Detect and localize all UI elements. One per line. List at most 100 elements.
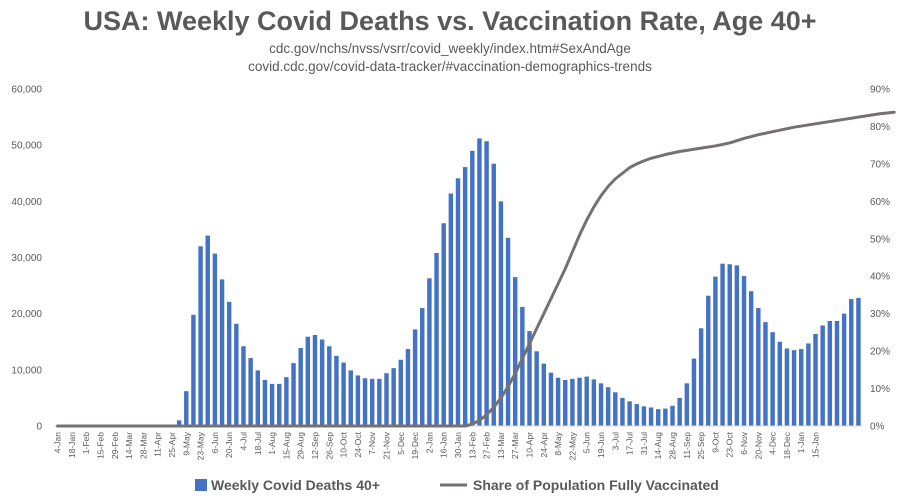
deaths-bar xyxy=(441,223,446,426)
deaths-bar xyxy=(555,377,561,426)
x-axis-tick-label: 10-Apr xyxy=(525,432,535,458)
legend-swatch-deaths xyxy=(195,479,207,491)
x-axis-tick-label: 4-Jan xyxy=(53,432,63,454)
deaths-bar xyxy=(362,378,368,426)
deaths-bar xyxy=(806,343,811,426)
deaths-bar xyxy=(756,308,761,426)
deaths-bar xyxy=(613,392,618,426)
x-axis-tick-label: 30-Jan xyxy=(453,432,463,458)
x-axis-tick-label: 11-Apr xyxy=(153,432,163,457)
x-axis-tick-label: 14-Mar xyxy=(124,432,134,459)
deaths-bar xyxy=(219,279,225,426)
x-axis-tick-label: 3-Jul xyxy=(610,432,620,451)
deaths-bar xyxy=(591,379,597,426)
x-axis-tick-label: 19-Jun xyxy=(596,432,606,458)
left-axis-tick-label: 40,000 xyxy=(11,197,42,208)
x-axis-tick-label: 13-Mar xyxy=(496,432,506,459)
x-axis-tick-label: 15-Jan xyxy=(811,432,821,458)
x-axis-tick-label: 15-Feb xyxy=(95,432,105,459)
deaths-bar xyxy=(856,297,861,426)
x-axis-tick-label: 5-Dec xyxy=(396,431,406,454)
deaths-bar xyxy=(734,265,740,426)
vaccination-share-line xyxy=(56,110,896,428)
deaths-bar xyxy=(627,401,632,426)
x-axis-tick-label: 16-Jan xyxy=(439,432,449,458)
deaths-bar xyxy=(841,313,847,426)
deaths-bar xyxy=(849,299,854,426)
deaths-bar xyxy=(412,329,418,426)
deaths-bar xyxy=(698,328,704,426)
deaths-bar xyxy=(634,404,639,426)
deaths-bar xyxy=(791,350,797,426)
x-axis-tick-label: 23-May xyxy=(196,431,206,460)
left-axis-tick-label: 20,000 xyxy=(11,309,42,320)
deaths-bar xyxy=(655,409,661,426)
deaths-bar xyxy=(305,336,311,426)
deaths-bar xyxy=(727,264,732,426)
x-axis-tick-label: 29-Aug xyxy=(296,432,306,460)
deaths-bar xyxy=(484,141,489,427)
deaths-bar xyxy=(377,378,382,426)
x-axis-tick-label: 11-Sep xyxy=(682,432,692,459)
x-axis-tick-label: 23-Oct xyxy=(725,431,735,457)
x-axis-tick-label: 14-Aug xyxy=(653,432,663,460)
legend-label-vaccination: Share of Population Fully Vaccinated xyxy=(473,477,719,493)
deaths-bar xyxy=(384,373,389,426)
deaths-bar xyxy=(312,335,318,426)
x-axis-tick-label: 20-Nov xyxy=(753,431,763,459)
deaths-bar xyxy=(255,370,261,426)
x-axis-tick-label: 1-Jan xyxy=(796,432,806,454)
deaths-bar xyxy=(448,193,454,426)
x-axis-tick-label: 15-Aug xyxy=(281,432,291,460)
x-axis-tick-label: 28-Mar xyxy=(138,432,148,459)
deaths-bar xyxy=(198,246,203,426)
deaths-bar xyxy=(813,333,818,426)
deaths-bar xyxy=(827,320,833,426)
x-axis-tick-label: 17-Jul xyxy=(625,432,635,455)
x-axis-tick-label: 31-Jul xyxy=(639,432,649,455)
chart-title: USA: Weekly Covid Deaths vs. Vaccination… xyxy=(83,6,817,36)
x-axis-tick-label: 24-Apr xyxy=(539,432,549,458)
deaths-bar xyxy=(462,167,468,427)
deaths-bar xyxy=(598,383,604,426)
deaths-bar xyxy=(226,301,232,426)
chart-subtitle-cdc-vaccinations: covid.cdc.gov/covid-data-tracker/#vaccin… xyxy=(248,59,652,74)
deaths-bar xyxy=(670,405,675,426)
right-axis-tick-label: 50% xyxy=(870,234,890,245)
deaths-bar xyxy=(563,379,568,426)
deaths-bar xyxy=(455,178,461,426)
deaths-bar xyxy=(534,351,539,426)
deaths-bar xyxy=(570,378,575,426)
deaths-bar xyxy=(663,408,668,426)
x-axis-tick-label: 25-Apr xyxy=(167,432,177,458)
deaths-bar xyxy=(291,363,296,426)
deaths-bar xyxy=(405,349,411,426)
deaths-bar xyxy=(763,322,768,426)
x-axis-tick-label: 5-Jun xyxy=(582,432,592,454)
deaths-bar xyxy=(191,314,196,426)
chart-subtitle-cdc-deaths: cdc.gov/nchs/nvss/vsrr/covid_weekly/inde… xyxy=(269,41,631,56)
x-axis-tick-label: 19-Dec xyxy=(410,431,420,459)
deaths-bar xyxy=(706,295,711,426)
deaths-bar xyxy=(327,346,332,426)
deaths-bar xyxy=(641,406,647,426)
left-axis-tick-label: 10,000 xyxy=(11,365,42,376)
x-axis-tick-label: 13-Feb xyxy=(467,432,477,459)
deaths-bar xyxy=(684,383,690,426)
right-axis-tick-label: 0% xyxy=(870,422,885,433)
x-axis-tick-label: 12-Sep xyxy=(310,432,320,460)
deaths-bar xyxy=(520,306,525,426)
deaths-bar xyxy=(248,358,253,426)
right-axis-tick-label: 20% xyxy=(870,347,890,358)
x-axis-tick-label: 1-Aug xyxy=(267,432,277,455)
deaths-bar xyxy=(212,253,218,426)
deaths-bar xyxy=(184,391,189,426)
deaths-bar xyxy=(470,150,475,427)
deaths-bar xyxy=(391,368,396,426)
deaths-bar xyxy=(369,378,375,426)
x-axis-tick-label: 10-Oct xyxy=(339,431,349,457)
legend-label-deaths: Weekly Covid Deaths 40+ xyxy=(211,477,380,493)
x-axis-tick-label: 26-Sep xyxy=(324,432,334,460)
x-axis-tick-label: 25-Sep xyxy=(696,432,706,460)
deaths-bar xyxy=(491,163,496,426)
